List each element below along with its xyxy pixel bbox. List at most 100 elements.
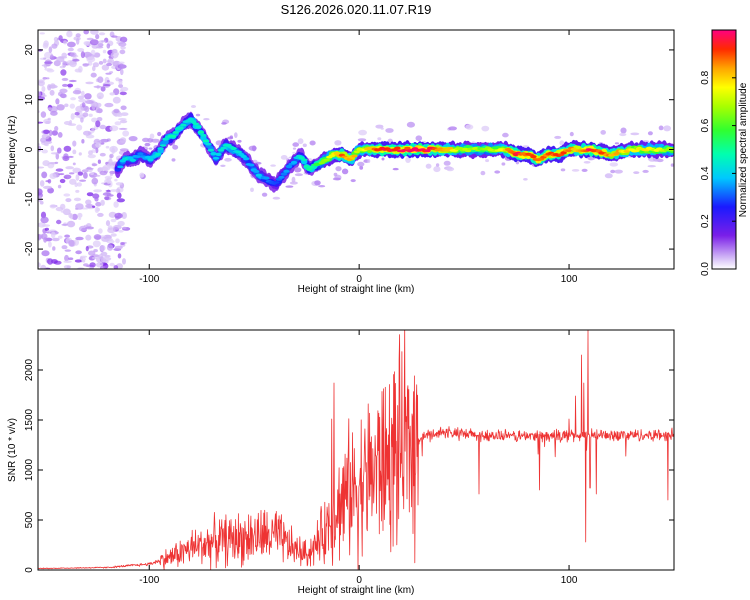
noise-blob: [67, 41, 76, 48]
noise-blob: [119, 137, 127, 144]
noise-blob: [118, 118, 127, 121]
noise-blob: [40, 111, 47, 118]
ridge-segment: [215, 152, 222, 156]
noise-blob: [609, 162, 619, 167]
noise-blob: [102, 192, 111, 196]
noise-blob: [583, 161, 591, 164]
noise-blob: [332, 177, 341, 181]
snr-series-line: [38, 330, 674, 570]
noise-blob: [122, 258, 126, 265]
noise-blob: [116, 198, 126, 203]
noise-blob: [81, 90, 85, 97]
ridge-segment: [195, 125, 202, 129]
noise-blob: [61, 245, 68, 250]
noise-blob: [581, 168, 588, 172]
noise-blob: [114, 121, 122, 126]
noise-blob: [86, 192, 94, 197]
noise-blob: [633, 171, 640, 175]
noise-blob: [94, 196, 99, 202]
noise-blob: [96, 117, 103, 122]
noise-blob: [93, 52, 101, 58]
noise-blob: [75, 33, 81, 38]
noise-blob: [40, 216, 49, 224]
noise-blob: [77, 95, 85, 100]
noise-blob: [272, 196, 281, 200]
noise-blob: [83, 41, 90, 46]
noise-blob: [112, 96, 121, 104]
y-tick-label: -20: [24, 241, 35, 256]
noise-blob: [43, 40, 49, 47]
noise-blob: [79, 179, 87, 182]
noise-blob: [106, 244, 114, 251]
noise-blob: [117, 220, 125, 227]
noise-blob: [40, 94, 47, 97]
noise-blob: [110, 189, 118, 192]
noise-blob: [280, 155, 288, 160]
noise-blob: [90, 172, 94, 176]
noise-blob: [75, 236, 84, 241]
noise-blob: [43, 237, 47, 243]
noise-blob: [110, 218, 117, 223]
noise-blob: [221, 122, 227, 125]
noise-blob: [95, 106, 101, 113]
noise-blob: [41, 250, 50, 257]
ridge-segment: [283, 169, 290, 173]
noise-blob: [77, 171, 84, 176]
ridge-segment: [248, 163, 255, 167]
colorbar-gradient: [711, 29, 737, 270]
noise-blob: [61, 223, 68, 226]
ridge-segment: [157, 147, 164, 150]
noise-blob: [99, 152, 106, 157]
noise-blob: [65, 166, 74, 170]
noise-blob: [377, 137, 382, 141]
noise-blob: [446, 167, 455, 172]
noise-blob: [93, 85, 103, 89]
ridge-segment: [170, 134, 177, 138]
noise-blob: [60, 203, 66, 210]
ridge-segment: [280, 172, 288, 176]
noise-blob: [109, 125, 119, 132]
noise-blob: [69, 178, 77, 185]
noise-blob: [100, 265, 106, 269]
noise-blob: [97, 159, 101, 164]
noise-blob: [97, 212, 104, 217]
noise-blob: [63, 193, 71, 197]
noise-blob: [67, 83, 74, 88]
ridge-segment: [253, 169, 260, 173]
noise-blob: [84, 105, 90, 113]
noise-blob: [38, 79, 46, 82]
noise-blob: [105, 72, 112, 75]
snr-y-label: SNR (10 * v/v): [7, 418, 18, 482]
noise-blob: [128, 136, 138, 142]
noise-blob: [49, 89, 55, 96]
noise-blob: [100, 138, 109, 143]
noise-blob: [91, 117, 98, 123]
noise-blob: [51, 237, 60, 242]
ridge-segment: [565, 149, 572, 153]
noise-blob: [292, 151, 296, 154]
noise-blob: [102, 84, 111, 87]
noise-blob: [62, 60, 67, 68]
noise-blob: [406, 121, 415, 128]
noise-blob: [44, 227, 50, 231]
noise-blob: [86, 37, 94, 41]
noise-blob: [89, 39, 99, 46]
noise-blob: [147, 137, 154, 143]
noise-blob: [614, 169, 623, 174]
x-tick-label: -100: [139, 575, 159, 586]
ridge-segment: [210, 152, 217, 156]
noise-blob: [104, 254, 111, 258]
noise-blob: [107, 58, 115, 64]
noise-blob: [359, 165, 364, 170]
noise-blob: [100, 86, 106, 92]
noise-blob: [76, 124, 83, 131]
noise-blob: [68, 79, 77, 83]
noise-blob: [116, 113, 123, 117]
spectrogram-marks: [38, 30, 674, 269]
noise-blob: [122, 226, 127, 230]
noise-blob: [56, 219, 62, 225]
noise-blob: [75, 105, 84, 113]
noise-blob: [294, 167, 302, 173]
noise-blob: [62, 155, 70, 162]
